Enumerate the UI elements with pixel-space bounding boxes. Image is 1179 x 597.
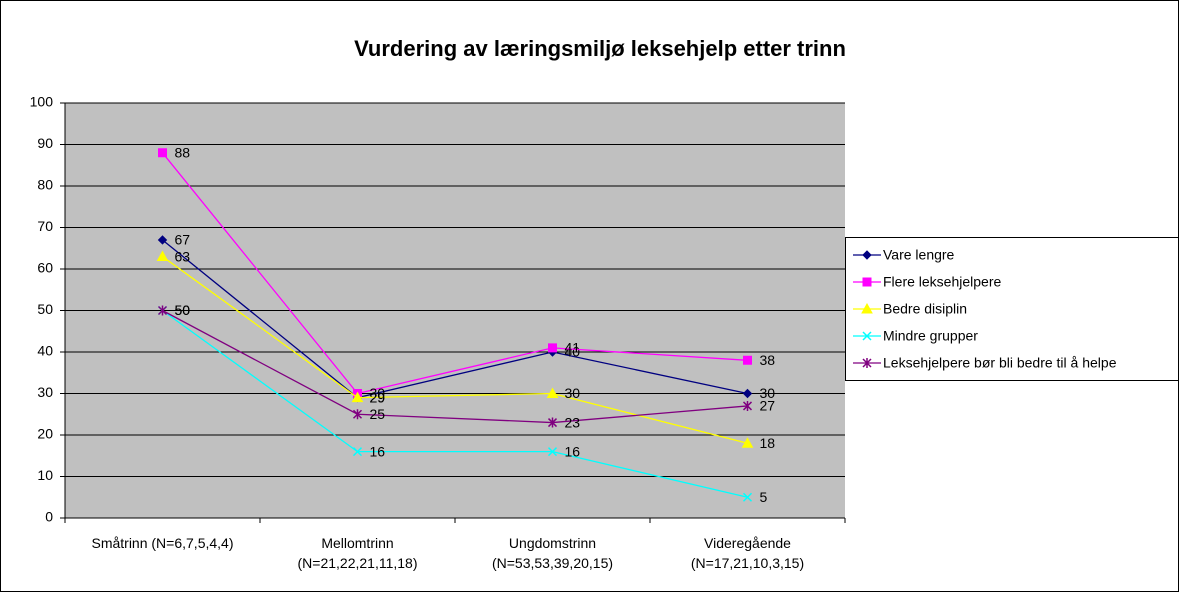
- data-label: 41: [565, 340, 581, 356]
- legend-label: Vare lengre: [883, 247, 955, 263]
- data-label: 27: [760, 398, 776, 414]
- y-tick-label: 10: [37, 467, 53, 483]
- marker: [549, 344, 557, 352]
- data-label: 23: [565, 414, 581, 430]
- chart-title: Vurdering av læringsmiljø leksehjelp ett…: [354, 36, 846, 61]
- data-label: 30: [565, 385, 581, 401]
- data-label: 25: [370, 406, 386, 422]
- legend-label: Leksehjelpere bør bli bedre til å helpe: [883, 355, 1117, 371]
- y-tick-label: 80: [37, 177, 53, 193]
- legend-label: Mindre grupper: [883, 328, 978, 344]
- data-label: 18: [760, 435, 776, 451]
- y-tick-label: 30: [37, 384, 53, 400]
- marker: [863, 278, 871, 286]
- legend-label: Flere leksehjelpere: [883, 274, 1001, 290]
- marker: [159, 149, 167, 157]
- data-label: 38: [760, 352, 776, 368]
- data-label: 16: [565, 443, 581, 459]
- x-tick-label: Småtrinn (N=6,7,5,4,4): [91, 535, 233, 551]
- y-tick-label: 20: [37, 426, 53, 442]
- data-label: 29: [370, 389, 386, 405]
- data-label: 67: [175, 232, 191, 248]
- data-label: 16: [370, 443, 386, 459]
- y-tick-label: 0: [45, 509, 53, 525]
- marker: [744, 356, 752, 364]
- legend-label: Bedre disiplin: [883, 301, 967, 317]
- data-label: 50: [175, 302, 191, 318]
- y-tick-label: 40: [37, 343, 53, 359]
- y-tick-label: 90: [37, 135, 53, 151]
- y-tick-label: 60: [37, 260, 53, 276]
- data-label: 88: [175, 145, 191, 161]
- data-label: 63: [175, 248, 191, 264]
- y-tick-label: 100: [30, 94, 54, 110]
- data-label: 5: [760, 489, 768, 505]
- legend: Vare lengre Flere leksehjelpere Bedre disi…: [846, 238, 1179, 381]
- y-tick-label: 70: [37, 218, 53, 234]
- y-tick-label: 50: [37, 301, 53, 317]
